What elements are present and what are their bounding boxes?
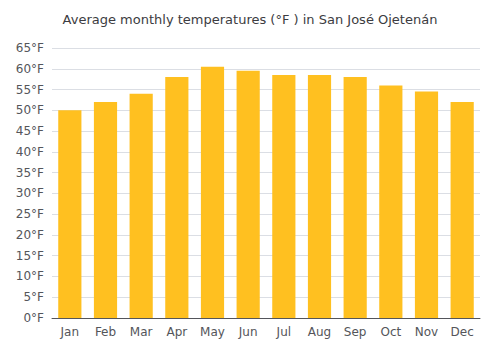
svg-text:Sep: Sep xyxy=(344,325,367,339)
svg-text:May: May xyxy=(200,325,225,339)
svg-text:0°F: 0°F xyxy=(23,311,44,325)
svg-text:65°F: 65°F xyxy=(16,41,44,55)
svg-text:Dec: Dec xyxy=(451,325,474,339)
svg-text:10°F: 10°F xyxy=(16,269,44,283)
svg-text:Nov: Nov xyxy=(415,325,438,339)
svg-text:25°F: 25°F xyxy=(16,207,44,221)
svg-text:Oct: Oct xyxy=(380,325,401,339)
svg-text:Jun: Jun xyxy=(238,325,258,339)
svg-text:Average monthly temperatures (: Average monthly temperatures (°F ) in Sa… xyxy=(63,12,438,27)
svg-text:60°F: 60°F xyxy=(16,62,44,76)
svg-text:45°F: 45°F xyxy=(16,124,44,138)
svg-text:35°F: 35°F xyxy=(16,166,44,180)
svg-text:5°F: 5°F xyxy=(23,290,44,304)
svg-text:Aug: Aug xyxy=(308,325,331,339)
svg-text:55°F: 55°F xyxy=(16,83,44,97)
svg-text:20°F: 20°F xyxy=(16,228,44,242)
svg-text:15°F: 15°F xyxy=(16,249,44,263)
svg-text:Apr: Apr xyxy=(166,325,187,339)
svg-text:Jul: Jul xyxy=(276,325,291,339)
svg-text:Mar: Mar xyxy=(130,325,153,339)
svg-text:Feb: Feb xyxy=(95,325,116,339)
svg-text:40°F: 40°F xyxy=(16,145,44,159)
svg-text:30°F: 30°F xyxy=(16,186,44,200)
svg-text:50°F: 50°F xyxy=(16,103,44,117)
svg-text:Jan: Jan xyxy=(60,325,80,339)
